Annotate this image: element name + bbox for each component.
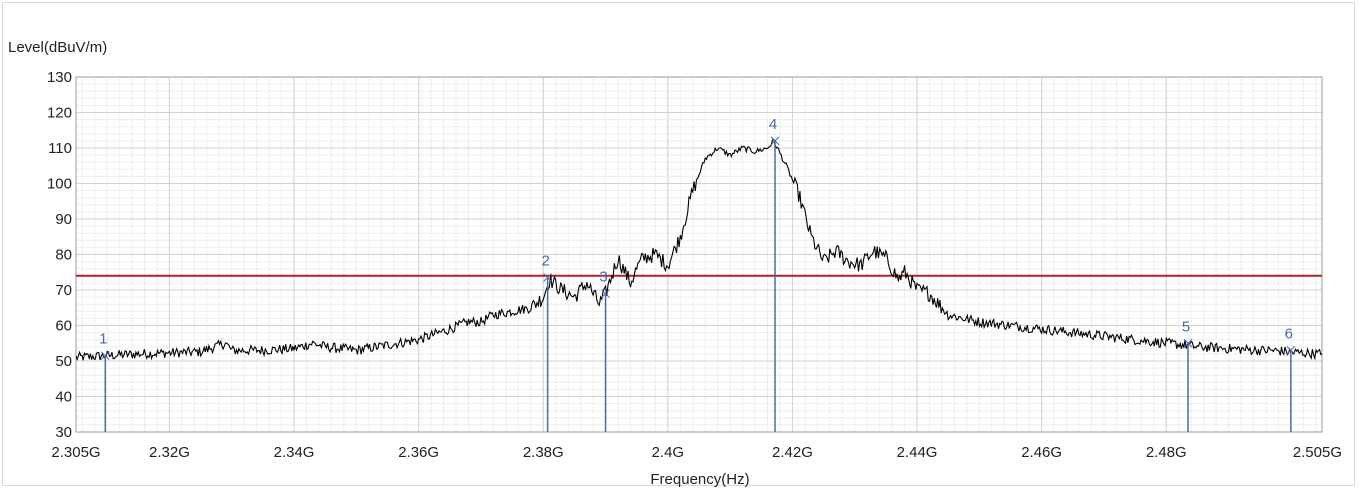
x-tick-label: 2.305G [51,444,100,461]
x-tick-label: 2.4G [652,444,685,461]
x-tick-label: 2.34G [274,444,315,461]
y-tick-label: 100 [47,176,72,193]
y-tick-label: 130 [47,69,72,86]
markers-group: 1 2 3 4 5 6 [99,116,1296,432]
x-tick-label: 2.38G [523,444,564,461]
marker-label: 1 [99,331,107,348]
grid [75,76,1323,433]
y-tick-label: 120 [47,105,72,122]
trace-group [75,138,1323,361]
y-tick-labels: 30 40 50 60 70 80 90 100 110 120 130 [47,69,72,441]
marker-label: 2 [541,253,549,270]
plot-area-border [75,76,1323,433]
marker-cross [601,289,610,298]
x-axis-title: Frequency(Hz) [650,471,749,488]
x-tick-label: 2.48G [1146,444,1187,461]
y-tick-label: 90 [55,211,72,228]
y-tick-label: 80 [55,247,72,264]
y-tick-label: 50 [55,353,72,370]
y-tick-label: 60 [55,318,72,335]
marker-cross [543,273,552,282]
spectrum-trace [75,138,1323,361]
marker-label: 4 [769,116,777,133]
y-tick-label: 40 [55,389,72,406]
marker-cross [1183,338,1193,348]
y-tick-label: 110 [48,140,72,157]
x-tick-label: 2.46G [1021,444,1062,461]
x-tick-labels: 2.305G 2.32G 2.34G 2.36G 2.38G 2.4G 2.42G 2.44G… [51,444,1342,461]
marker-cross [100,351,110,361]
marker-cross [770,136,780,146]
x-tick-label: 2.36G [398,444,439,461]
y-tick-label: 70 [55,282,72,299]
x-tick-label: 2.42G [772,444,813,461]
marker-label: 3 [599,269,607,286]
x-tick-label: 2.505G [1293,444,1342,461]
y-axis-title: Level(dBuV/m) [8,39,107,56]
marker-label: 5 [1182,318,1190,335]
x-tick-label: 2.44G [897,444,938,461]
marker-cross [1286,345,1296,355]
marker-label: 6 [1285,325,1293,342]
y-tick-label: 30 [55,424,72,441]
x-tick-label: 2.32G [149,444,190,461]
